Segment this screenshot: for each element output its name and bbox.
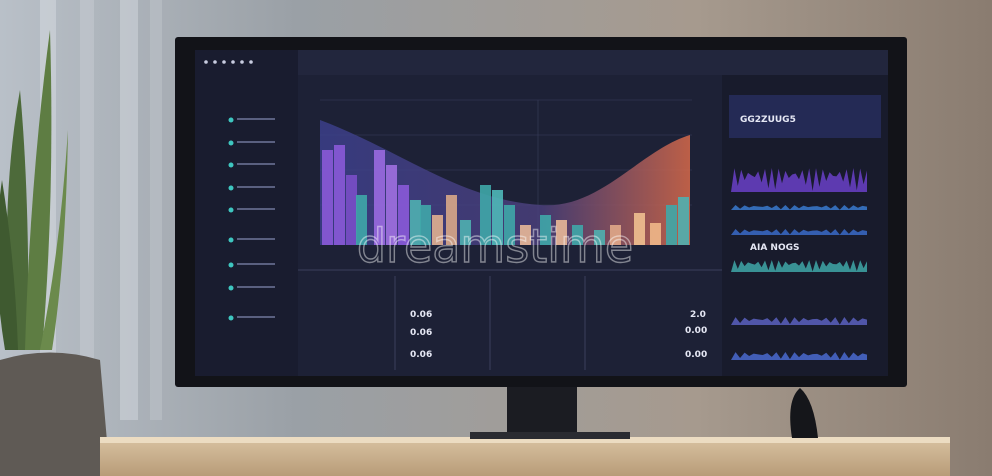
sparkline xyxy=(731,229,867,235)
nav-line xyxy=(237,186,275,188)
window-dot xyxy=(249,60,253,64)
sofa xyxy=(0,352,110,476)
nav-dot xyxy=(228,207,234,213)
bar xyxy=(540,215,551,245)
nav-line xyxy=(237,208,275,210)
monitor-base xyxy=(470,432,630,439)
nav-dot xyxy=(228,262,234,268)
nav-dot xyxy=(228,185,234,191)
bar xyxy=(410,200,421,245)
bar xyxy=(492,190,503,245)
nav-dot xyxy=(228,237,234,243)
bar xyxy=(650,223,661,245)
sidebar xyxy=(195,50,298,376)
right-value: 0.00 xyxy=(685,350,707,360)
window-dot xyxy=(231,60,235,64)
nav-dot xyxy=(228,162,234,168)
bar xyxy=(504,205,515,245)
watermark: dreamstime xyxy=(357,219,633,273)
nav-dot xyxy=(228,117,234,123)
sparkline xyxy=(731,317,867,325)
bar xyxy=(634,213,645,245)
nav-line xyxy=(237,316,275,318)
right-value: 0.00 xyxy=(685,326,707,336)
bar xyxy=(520,225,531,245)
nav-line xyxy=(237,263,275,265)
chart-area xyxy=(320,99,692,370)
nav-line xyxy=(237,238,275,240)
sparkline xyxy=(731,260,867,272)
bar xyxy=(610,225,621,245)
right-sparklines xyxy=(731,168,867,360)
plant xyxy=(0,30,68,350)
bar xyxy=(346,175,357,245)
nav-line xyxy=(237,141,275,143)
bar xyxy=(322,150,333,245)
bar xyxy=(594,230,605,245)
panel-code: GG2ZUUG5 xyxy=(740,115,796,125)
nav-line xyxy=(237,163,275,165)
speaker xyxy=(790,388,818,438)
sparkline xyxy=(731,205,867,210)
bar xyxy=(386,165,397,245)
bar xyxy=(446,195,457,245)
bar xyxy=(666,205,677,245)
bar xyxy=(678,197,689,245)
bar xyxy=(460,220,471,245)
bar xyxy=(572,225,583,245)
cabinet xyxy=(100,437,950,476)
bar xyxy=(398,185,409,245)
right-value: 2.0 xyxy=(690,310,706,320)
bar xyxy=(420,205,431,245)
top-bar xyxy=(298,50,888,75)
nav-line xyxy=(237,286,275,288)
bar xyxy=(374,150,385,245)
highlight-card xyxy=(729,95,881,138)
bar xyxy=(432,215,443,245)
nav-dot xyxy=(228,140,234,146)
stat: 0.06 xyxy=(410,350,432,360)
window-dot xyxy=(213,60,217,64)
panel-title: AIA NOGS xyxy=(750,243,799,253)
stat: 0.06 xyxy=(410,328,432,338)
bar xyxy=(334,145,345,245)
monitor-stand xyxy=(507,387,577,437)
bar xyxy=(556,220,567,245)
nav-dot xyxy=(228,285,234,291)
cabinet-top xyxy=(100,437,950,443)
window-dot xyxy=(222,60,226,64)
nav-dot xyxy=(228,315,234,321)
bar xyxy=(480,185,491,245)
sparkline xyxy=(731,352,867,360)
window-dot xyxy=(204,60,208,64)
nav-line xyxy=(237,118,275,120)
stat: 0.06 xyxy=(410,310,432,320)
window-dot xyxy=(240,60,244,64)
bar xyxy=(356,195,367,245)
sidebar-items xyxy=(204,60,275,321)
sparkline xyxy=(731,168,867,192)
